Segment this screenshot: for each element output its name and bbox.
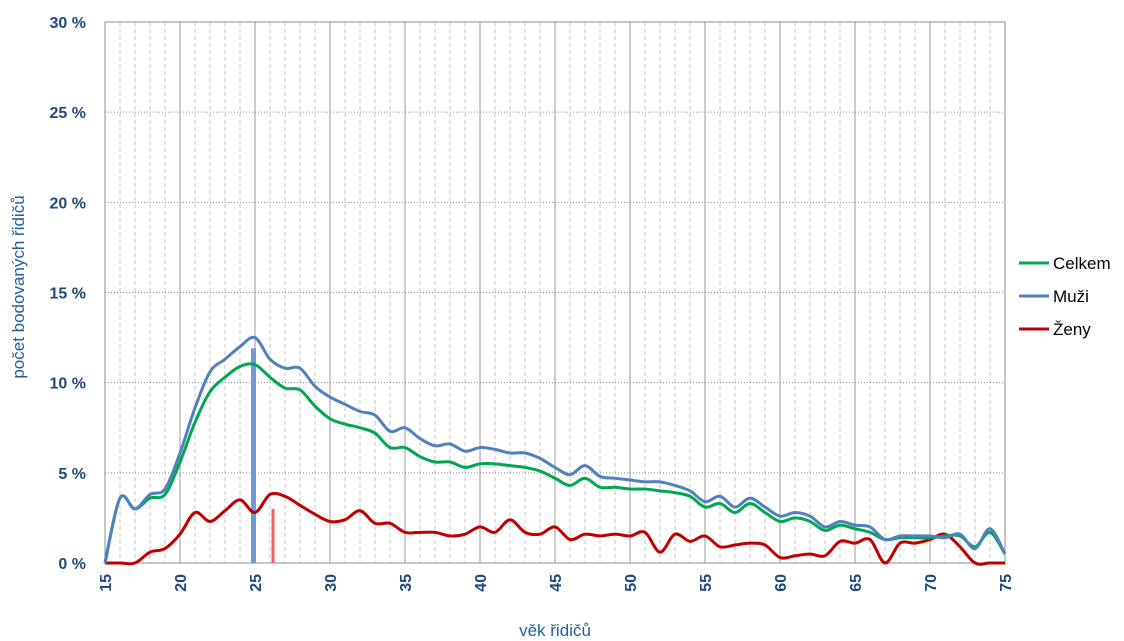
series-line-celkem (103, 362, 1007, 564)
x-tick-label: 75 (998, 574, 1015, 592)
y-tick-label: 15 % (50, 286, 86, 303)
y-tick-label: 20 % (50, 195, 86, 212)
series-line-zeny (104, 491, 1005, 566)
x-axis-ticks: 15 20 25 30 35 40 45 50 55 60 65 70 75 (98, 574, 1015, 592)
y-tick-label: 30 % (50, 15, 86, 32)
y-tick-label: 0 % (58, 556, 86, 573)
y-tick-label: 5 % (58, 466, 86, 483)
x-tick-label: 60 (773, 574, 790, 592)
legend-label-celkem: Celkem (1053, 254, 1111, 273)
y-tick-label: 10 % (50, 376, 86, 393)
series-line-muzi (103, 335, 1007, 564)
legend-label-zeny: Ženy (1053, 320, 1091, 339)
legend-label-muzi: Muži (1053, 287, 1089, 306)
grid (104, 21, 1006, 564)
x-tick-label: 25 (248, 574, 265, 592)
x-tick-label: 45 (548, 574, 565, 592)
x-tick-label: 65 (848, 574, 865, 592)
x-tick-label: 70 (923, 574, 940, 592)
average-markers (251, 348, 275, 563)
x-tick-label: 20 (173, 574, 190, 592)
y-axis-ticks: 0 % 5 % 10 % 15 % 20 % 25 % 30 % (50, 15, 86, 573)
x-tick-label: 40 (473, 574, 490, 592)
plot-border (104, 21, 1006, 564)
x-tick-label: 35 (398, 574, 415, 592)
legend: Celkem Muži Ženy (1019, 254, 1111, 339)
y-axis-title: počet bodovaných řidičů (9, 195, 28, 378)
series-lines (103, 335, 1007, 566)
x-tick-label: 30 (323, 574, 340, 592)
y-tick-label: 25 % (50, 105, 86, 122)
x-tick-label: 50 (623, 574, 640, 592)
x-tick-label: 15 (98, 574, 115, 592)
x-tick-label: 55 (698, 574, 715, 592)
x-axis-title: věk řidičů (519, 621, 591, 640)
